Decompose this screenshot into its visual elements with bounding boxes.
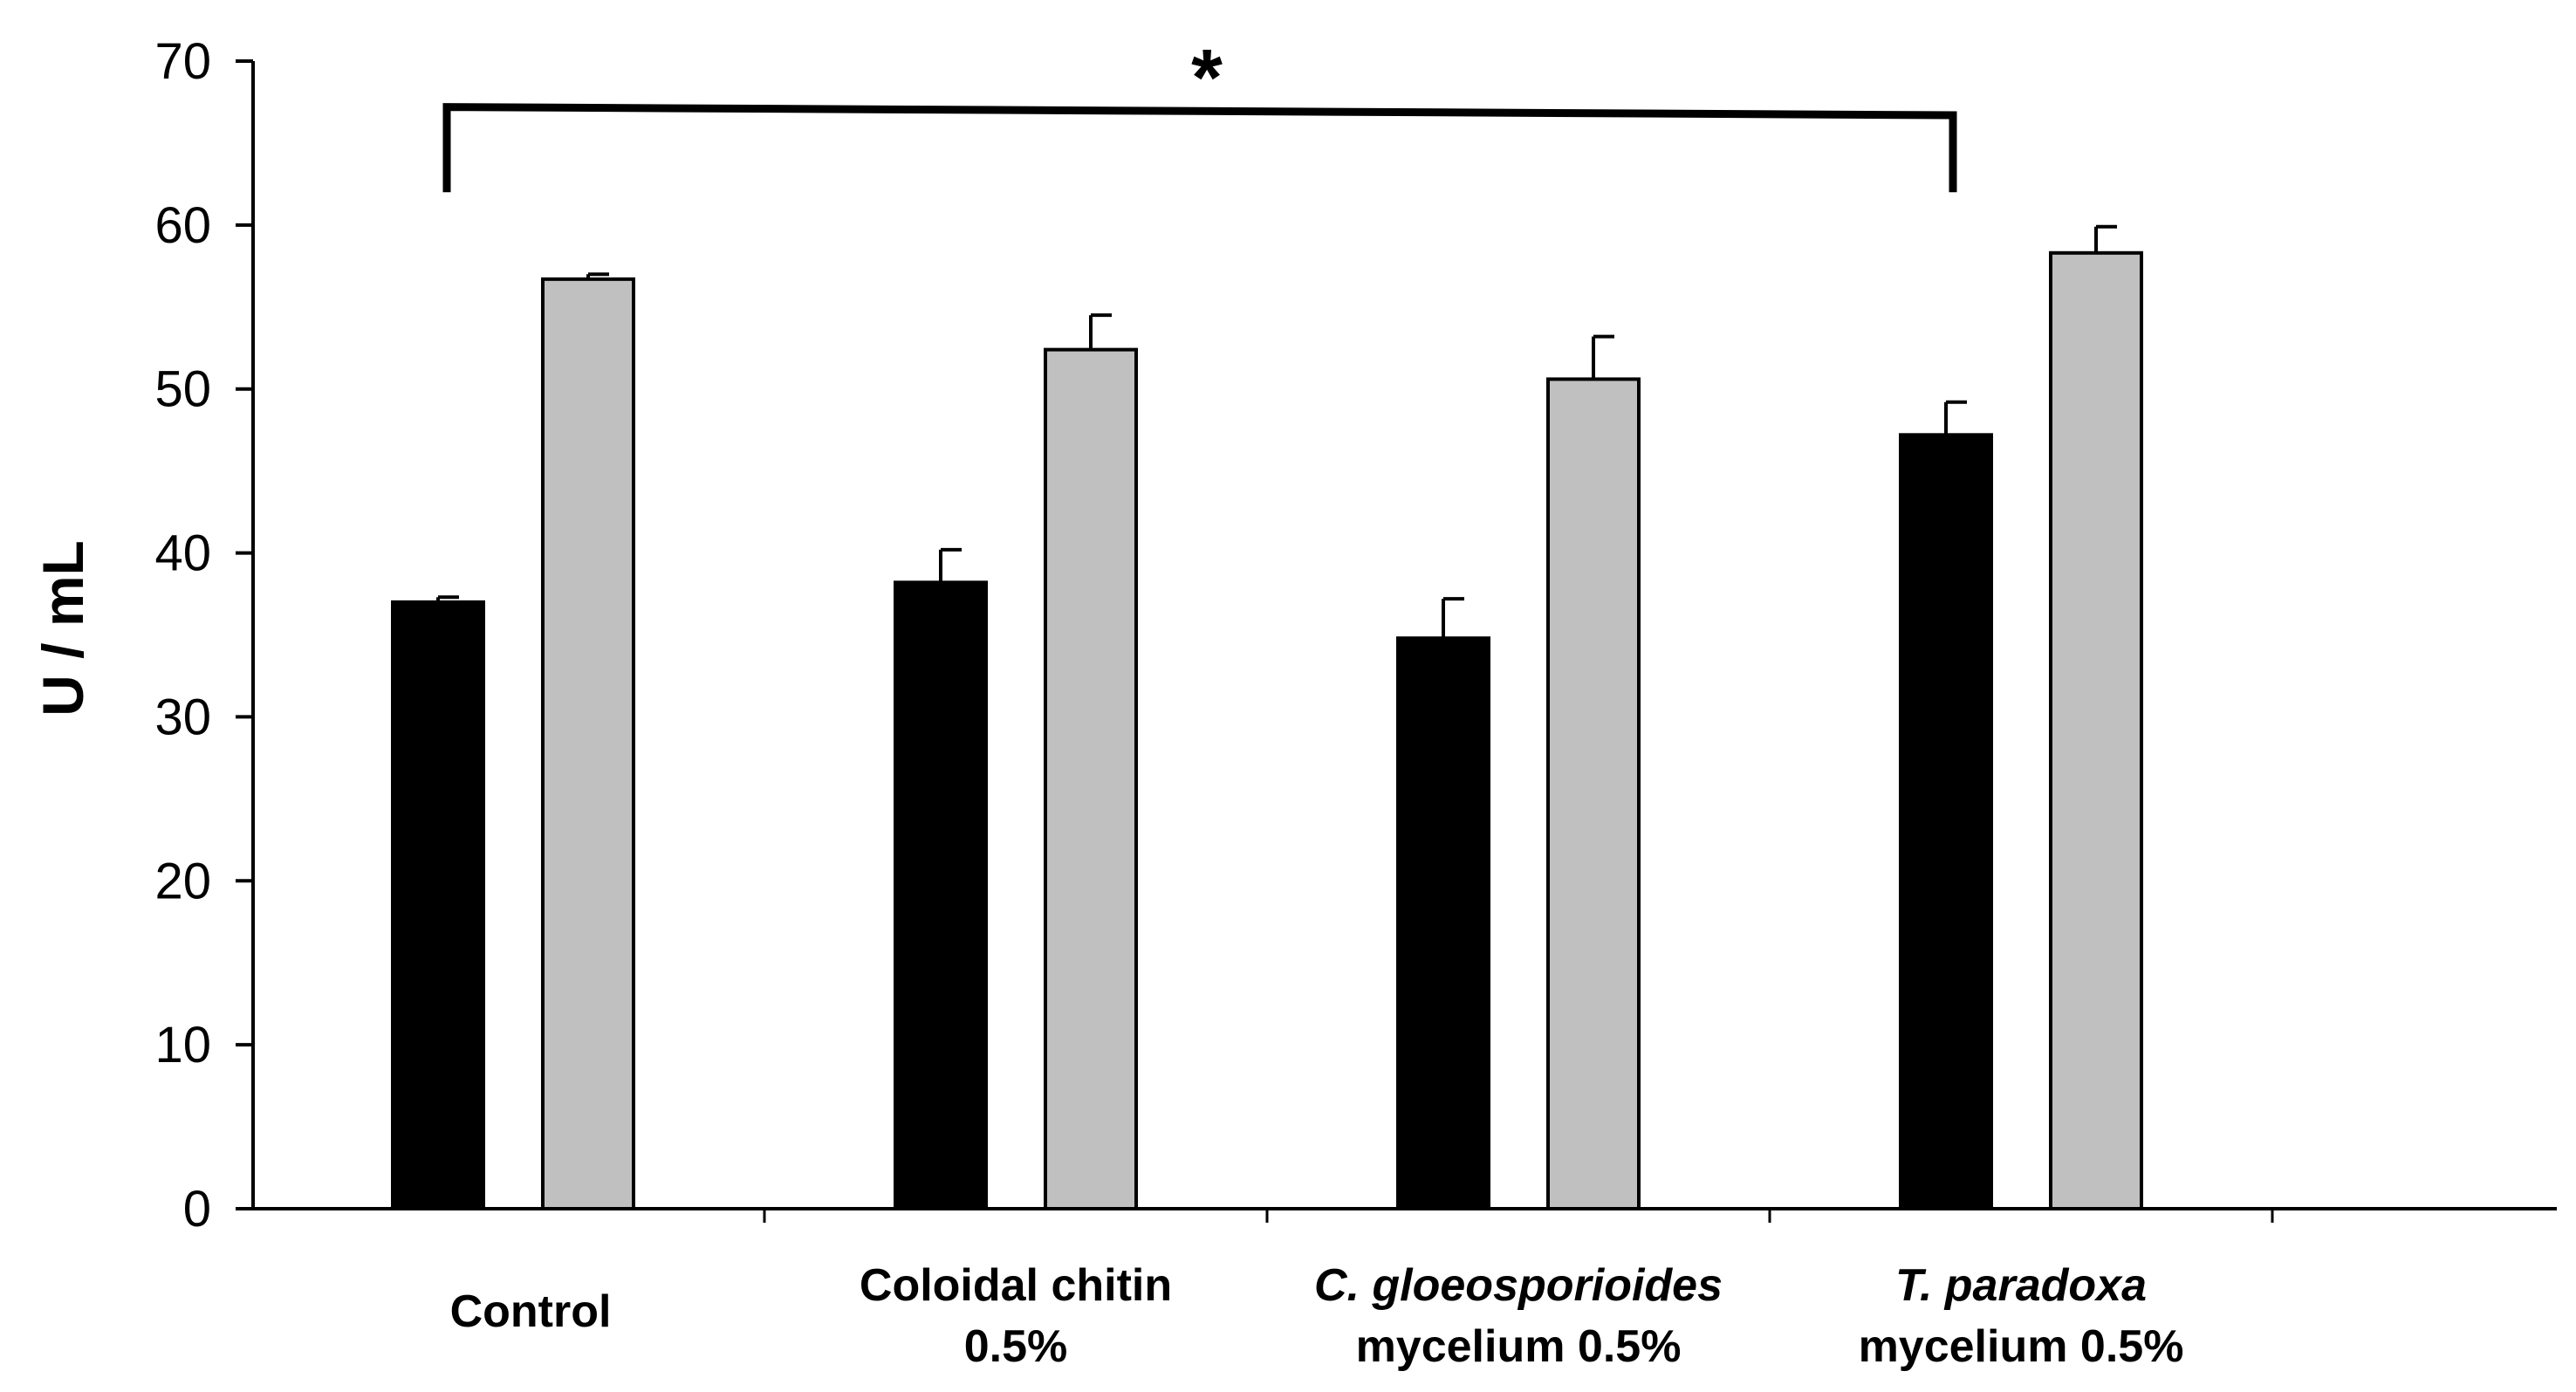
x-category-label: Coloidal chitin — [860, 1260, 1172, 1311]
bar-series-2-2 — [1546, 377, 1641, 1210]
significance-bracket — [442, 103, 1957, 193]
x-category-label: Control — [450, 1286, 612, 1337]
x-category-label: C. gloeosporioides — [1314, 1260, 1723, 1311]
y-tick-label: 10 — [154, 1017, 211, 1073]
x-category-label: 0.5% — [964, 1321, 1068, 1372]
y-axis-title: U / mL — [31, 540, 95, 717]
plot-area: 0 10 20 30 40 50 60 70 Control Coloidal chitin 0.5… — [154, 33, 2557, 1372]
x-category-label: mycelium 0.5% — [1859, 1321, 2184, 1372]
significance-star: * — [1191, 34, 1223, 123]
bar-series-1-1 — [894, 580, 988, 1210]
y-tick-label: 70 — [154, 33, 211, 90]
bar-series-2-0 — [541, 277, 635, 1211]
x-category-label: T. paradoxa — [1895, 1260, 2147, 1311]
bar-series-1-2 — [1396, 636, 1490, 1210]
x-category-label: mycelium 0.5% — [1356, 1321, 1682, 1372]
bar-series-2-1 — [1044, 347, 1138, 1210]
bar-series-1-0 — [391, 600, 485, 1210]
y-tick-label: 0 — [183, 1181, 211, 1238]
bar-series-2-3 — [2049, 250, 2143, 1210]
y-tick-label: 30 — [154, 689, 211, 745]
y-tick-label: 60 — [154, 197, 211, 254]
y-tick-label: 50 — [154, 361, 211, 418]
bar-series-1-3 — [1899, 433, 1993, 1211]
y-tick-label: 20 — [154, 853, 211, 909]
y-tick-label: 40 — [154, 525, 211, 582]
